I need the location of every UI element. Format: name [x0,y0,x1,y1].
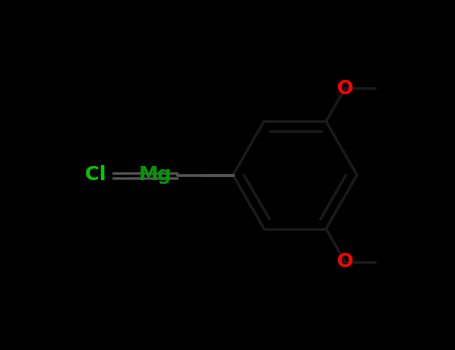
Text: O: O [337,252,354,271]
Text: O: O [337,79,354,98]
Text: Cl: Cl [85,166,106,184]
Text: Mg: Mg [138,166,172,184]
